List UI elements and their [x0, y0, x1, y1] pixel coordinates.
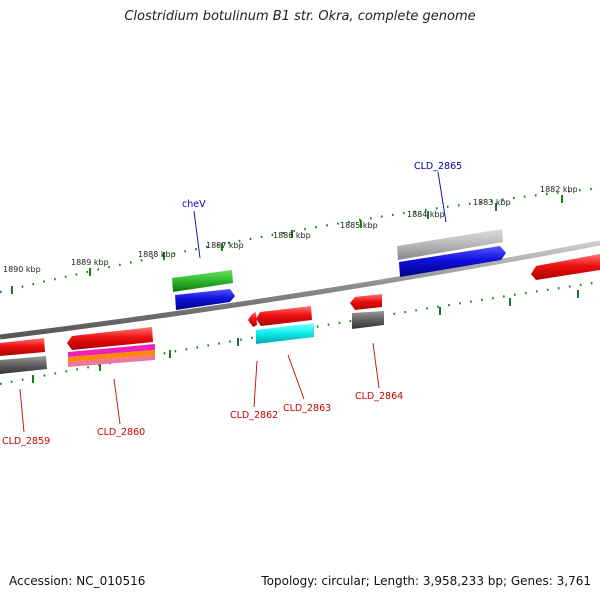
- gene-label-CLD_2859[interactable]: CLD_2859: [2, 436, 50, 447]
- gene-feature-cheV-green[interactable]: [172, 270, 233, 292]
- gene-feature-right-red[interactable]: [531, 254, 600, 280]
- gene-label-cheV[interactable]: cheV: [182, 199, 206, 210]
- gene-label-CLD_2860[interactable]: CLD_2860: [97, 427, 145, 438]
- gene-feature-CLD_2859-red[interactable]: [0, 338, 45, 356]
- leader-line: [193, 210, 201, 259]
- leader-line: [287, 354, 305, 400]
- gene-feature-CLD_2865-gray[interactable]: [397, 229, 503, 260]
- gene-label-CLD_2865[interactable]: CLD_2865: [414, 161, 462, 172]
- gene-feature-CLD_2860-orange[interactable]: [68, 350, 155, 362]
- map-title: Clostridium botulinum B1 str. Okra, comp…: [124, 9, 476, 24]
- gene-feature-CLD_2863-cyan[interactable]: [256, 323, 314, 344]
- leader-line: [437, 171, 447, 223]
- ruler-tick-label: 1886 kbp: [273, 231, 311, 240]
- gene-feature-CLD_2860-pink[interactable]: [68, 355, 155, 367]
- outer-major-ticks: [11, 195, 563, 294]
- ruler-tick-label: 1889 kbp: [71, 258, 109, 267]
- ruler-tick-label: 1883 kbp: [473, 198, 511, 207]
- gene-feature-CLD_2865-blue[interactable]: [399, 246, 506, 277]
- gene-feature-CLD_2860-red[interactable]: [67, 327, 153, 350]
- gene-feature-CLD_2859-gray[interactable]: [0, 356, 47, 374]
- gene-label-CLD_2864[interactable]: CLD_2864: [355, 391, 403, 402]
- ruler-tick-label: 1888 kbp: [138, 250, 176, 259]
- accession-label: Accession: NC_010516: [9, 574, 146, 588]
- gene-feature-CLD_2860-magenta[interactable]: [68, 344, 155, 357]
- gene-label-CLD_2863[interactable]: CLD_2863: [283, 403, 331, 414]
- ruler-tick-label: 1882 kbp: [540, 185, 578, 194]
- ruler-tick-label: 1887 kbp: [206, 241, 244, 250]
- gene-feature-cheV-blue[interactable]: [175, 289, 235, 310]
- leader-line: [19, 388, 25, 433]
- leader-line: [372, 342, 380, 389]
- topology-label: Topology: circular; Length: 3,958,233 bp…: [261, 574, 591, 588]
- ruler-tick-label: 1890 kbp: [3, 265, 41, 274]
- leader-line: [113, 378, 121, 425]
- gene-feature-CLD_2864-red[interactable]: [350, 294, 382, 310]
- leader-line: [253, 360, 258, 408]
- gene-feature-CLD_2864-gray[interactable]: [352, 311, 384, 329]
- gene-feature-CLD_2862-red[interactable]: [248, 312, 257, 327]
- ruler-tick-label: 1884 kbp: [407, 210, 445, 219]
- gene-label-CLD_2862[interactable]: CLD_2862: [230, 410, 278, 421]
- gene-feature-CLD_2863-red[interactable]: [256, 306, 312, 326]
- genome-backbone: [0, 240, 600, 340]
- ruler-tick-label: 1885 kbp: [340, 221, 378, 230]
